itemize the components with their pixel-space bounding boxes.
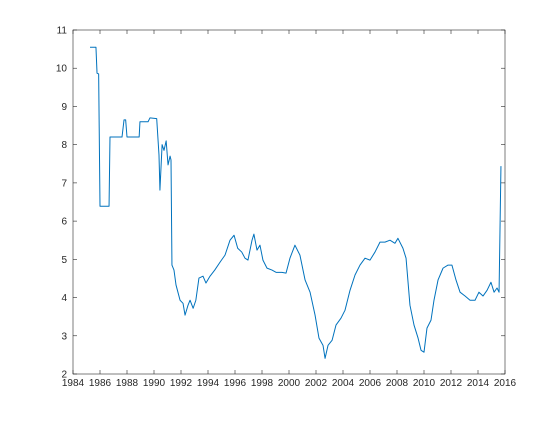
x-tick-label: 1992 [170,378,193,389]
x-tick-label: 2012 [440,378,463,389]
x-tick-label: 1986 [89,378,112,389]
x-tick-label: 2002 [305,378,328,389]
x-tick-label: 2000 [278,378,301,389]
x-tick-label: 2010 [413,378,436,389]
x-tick-label: 1996 [224,378,247,389]
y-tick-label: 5 [61,255,67,266]
y-tick-label: 9 [61,102,67,113]
y-tick-label: 8 [61,140,67,151]
x-tick-label: 1994 [197,378,220,389]
y-tick-label: 10 [56,64,68,75]
x-tick-label: 2016 [494,378,517,389]
y-tick-label: 3 [61,331,67,342]
x-tick-label: 1998 [251,378,274,389]
y-tick-label: 7 [61,178,67,189]
x-tick-label: 2008 [386,378,409,389]
y-tick-label: 11 [57,26,68,37]
x-tick-label: 1984 [62,378,85,389]
x-tick-label: 2006 [359,378,382,389]
y-tick-label: 4 [61,293,67,304]
x-tick-label: 1988 [116,378,139,389]
data-line [90,46,502,359]
x-tick-label: 2004 [332,378,355,389]
y-tick-label: 6 [61,217,67,228]
x-tick-label: 1990 [143,378,166,389]
x-tick-label: 2014 [467,378,490,389]
y-tick-label: 2 [61,370,67,381]
